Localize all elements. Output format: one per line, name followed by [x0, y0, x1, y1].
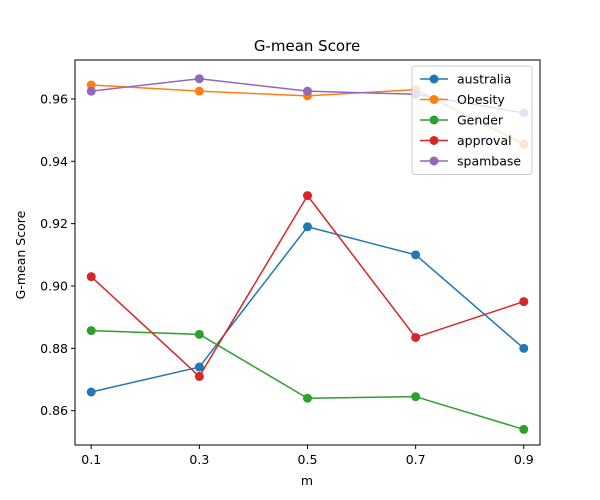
chart-title: G-mean Score [254, 37, 360, 55]
data-point-australia [303, 222, 312, 232]
legend-label-spambase: spambase [457, 154, 521, 169]
data-point-spambase [303, 86, 312, 96]
data-point-gender [86, 326, 96, 336]
data-point-australia [411, 250, 421, 260]
y-tick-label: 0.86 [40, 403, 68, 418]
data-point-approval [411, 332, 421, 342]
legend-box [411, 65, 533, 175]
x-axis-label: m [301, 473, 313, 488]
x-tick-label: 0.7 [406, 452, 426, 467]
y-tick-label: 0.94 [40, 154, 68, 169]
legend-marker-gender [429, 115, 439, 125]
legend-label-approval: approval [457, 133, 512, 148]
data-point-gender [303, 393, 312, 403]
y-tick-label: 0.88 [40, 341, 68, 356]
legend-marker-approval [429, 136, 439, 145]
x-tick-label: 0.5 [298, 452, 318, 467]
data-point-approval [519, 297, 529, 307]
y-tick-label: 0.90 [40, 279, 68, 294]
data-point-obesity [86, 80, 96, 90]
data-point-australia [519, 343, 529, 353]
data-point-approval [303, 191, 312, 201]
legend-marker-spambase [429, 156, 439, 166]
legend-label-gender: Gender [457, 113, 504, 128]
y-tick-label: 0.92 [40, 216, 68, 231]
data-point-obesity [194, 86, 204, 96]
x-tick-label: 0.9 [514, 452, 534, 467]
legend-label-australia: australia [457, 72, 511, 87]
data-point-gender [411, 392, 421, 402]
x-tick-label: 0.1 [81, 452, 101, 467]
y-axis-label: G-mean Score [13, 210, 28, 299]
data-point-spambase [194, 74, 204, 84]
data-point-australia [86, 387, 96, 397]
legend-label-obesity: Obesity [457, 92, 505, 107]
data-point-gender [519, 424, 529, 434]
data-point-approval [86, 272, 96, 282]
y-tick-label: 0.96 [40, 91, 68, 106]
data-point-australia [194, 362, 204, 372]
legend-marker-australia [429, 74, 439, 84]
x-tick-label: 0.3 [189, 452, 209, 467]
data-point-approval [194, 371, 204, 381]
plot-area: 0.1 0.3 0.5 0.7 0.9 0.86 0.88 0.90 0.92 0.94 0.96 a… [40, 59, 541, 467]
data-point-gender [194, 329, 204, 339]
data-point-spambase [86, 86, 96, 96]
legend-marker-obesity [429, 95, 439, 104]
